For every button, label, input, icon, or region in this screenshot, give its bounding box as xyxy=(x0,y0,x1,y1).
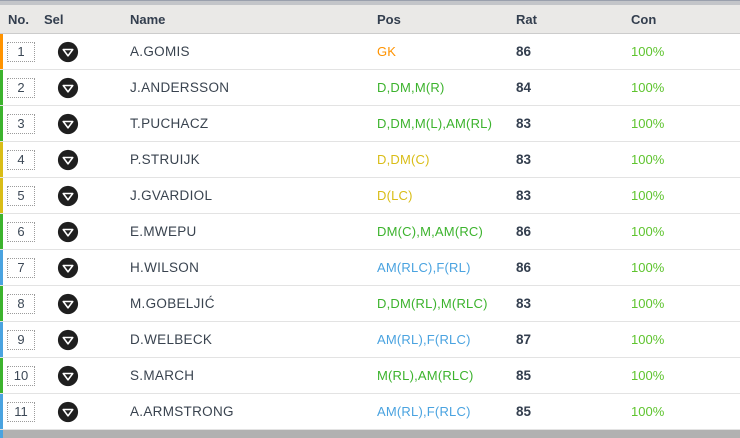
player-name: J.ANDERSSON xyxy=(130,80,230,95)
player-rows: 1 A.GOMIS GK 86 100% 2 J.AND xyxy=(0,34,740,430)
select-player-dropdown-icon[interactable] xyxy=(57,293,79,315)
select-player-dropdown-icon[interactable] xyxy=(57,149,79,171)
player-positions: DM(C),M,AM(RC) xyxy=(377,224,484,239)
table-row[interactable]: 4 P.STRUIJK D,DM(C) 83 100% xyxy=(0,142,740,178)
player-number: 10 xyxy=(7,365,35,386)
table-row[interactable]: 8 M.GOBELJIĆ D,DM(RL),M(RLC) 83 100% xyxy=(0,286,740,322)
player-condition: 100% xyxy=(631,332,665,347)
player-rating: 86 xyxy=(516,224,532,239)
player-condition: 100% xyxy=(631,44,665,59)
player-rating: 83 xyxy=(516,152,532,167)
column-header-name: Name xyxy=(130,11,166,27)
table-row[interactable]: 3 T.PUCHACZ D,DM,M(L),AM(RL) 83 100% xyxy=(0,106,740,142)
player-positions: D(LC) xyxy=(377,188,413,203)
player-rating: 87 xyxy=(516,332,532,347)
player-number: 8 xyxy=(7,293,35,314)
player-positions: AM(RL),F(RLC) xyxy=(377,404,471,419)
player-name: M.GOBELJIĆ xyxy=(130,296,215,311)
select-player-dropdown-icon[interactable] xyxy=(57,113,79,135)
player-name: D.WELBECK xyxy=(130,332,213,347)
table-row[interactable]: 11 A.ARMSTRONG AM(RL),F(RLC) 85 100% xyxy=(0,394,740,430)
column-header-rat: Rat xyxy=(516,11,537,27)
column-header-no: No. xyxy=(8,11,29,27)
player-positions: D,DM(RL),M(RLC) xyxy=(377,296,488,311)
select-player-dropdown-icon[interactable] xyxy=(57,401,79,423)
player-rating: 86 xyxy=(516,260,532,275)
column-header-sel: Sel xyxy=(44,11,64,27)
player-name: J.GVARDIOL xyxy=(130,188,213,203)
table-row[interactable]: 7 H.WILSON AM(RLC),F(RL) 86 100% xyxy=(0,250,740,286)
player-rating: 83 xyxy=(516,116,532,131)
player-number: 2 xyxy=(7,77,35,98)
player-condition: 100% xyxy=(631,404,665,419)
player-positions: D,DM(C) xyxy=(377,152,430,167)
player-condition: 100% xyxy=(631,80,665,95)
player-positions: AM(RLC),F(RL) xyxy=(377,260,471,275)
player-name: A.ARMSTRONG xyxy=(130,404,234,419)
table-row[interactable]: 5 J.GVARDIOL D(LC) 83 100% xyxy=(0,178,740,214)
player-condition: 100% xyxy=(631,296,665,311)
player-condition: 100% xyxy=(631,368,665,383)
table-row[interactable]: 2 J.ANDERSSON D,DM,M(R) 84 100% xyxy=(0,70,740,106)
player-rating: 85 xyxy=(516,404,532,419)
player-number: 9 xyxy=(7,329,35,350)
player-positions: AM(RL),F(RLC) xyxy=(377,332,471,347)
select-player-dropdown-icon[interactable] xyxy=(57,41,79,63)
player-rating: 83 xyxy=(516,296,532,311)
table-row[interactable]: 6 E.MWEPU DM(C),M,AM(RC) 86 100% xyxy=(0,214,740,250)
player-name: S.MARCH xyxy=(130,368,195,383)
player-name: E.MWEPU xyxy=(130,224,197,239)
player-rating: 86 xyxy=(516,44,532,59)
top-strip xyxy=(0,0,740,5)
column-header-con: Con xyxy=(631,11,657,27)
player-rating: 83 xyxy=(516,188,532,203)
column-header-pos: Pos xyxy=(377,11,401,27)
player-name: A.GOMIS xyxy=(130,44,190,59)
select-player-dropdown-icon[interactable] xyxy=(57,77,79,99)
next-row-stripe xyxy=(0,430,3,438)
select-player-dropdown-icon[interactable] xyxy=(57,365,79,387)
table-header: No. Sel Name Pos Rat Con xyxy=(0,5,740,34)
player-condition: 100% xyxy=(631,224,665,239)
player-rating: 85 xyxy=(516,368,532,383)
table-row[interactable]: 10 S.MARCH M(RL),AM(RLC) 85 100% xyxy=(0,358,740,394)
player-number: 3 xyxy=(7,113,35,134)
select-player-dropdown-icon[interactable] xyxy=(57,221,79,243)
player-condition: 100% xyxy=(631,152,665,167)
player-positions: D,DM,M(R) xyxy=(377,80,445,95)
player-condition: 100% xyxy=(631,260,665,275)
select-player-dropdown-icon[interactable] xyxy=(57,257,79,279)
table-row[interactable]: 9 D.WELBECK AM(RL),F(RLC) 87 100% xyxy=(0,322,740,358)
player-rating: 84 xyxy=(516,80,532,95)
player-name: T.PUCHACZ xyxy=(130,116,209,131)
player-condition: 100% xyxy=(631,188,665,203)
player-number: 4 xyxy=(7,149,35,170)
player-name: P.STRUIJK xyxy=(130,152,200,167)
player-number: 6 xyxy=(7,221,35,242)
select-player-dropdown-icon[interactable] xyxy=(57,329,79,351)
player-positions: GK xyxy=(377,44,397,59)
player-condition: 100% xyxy=(631,116,665,131)
player-number: 7 xyxy=(7,257,35,278)
player-number: 11 xyxy=(7,401,35,422)
player-name: H.WILSON xyxy=(130,260,200,275)
table-row[interactable]: 1 A.GOMIS GK 86 100% xyxy=(0,34,740,70)
player-positions: M(RL),AM(RLC) xyxy=(377,368,474,383)
next-row-partial xyxy=(0,430,740,438)
player-number: 5 xyxy=(7,185,35,206)
select-player-dropdown-icon[interactable] xyxy=(57,185,79,207)
player-positions: D,DM,M(L),AM(RL) xyxy=(377,116,493,131)
player-number: 1 xyxy=(7,41,35,62)
